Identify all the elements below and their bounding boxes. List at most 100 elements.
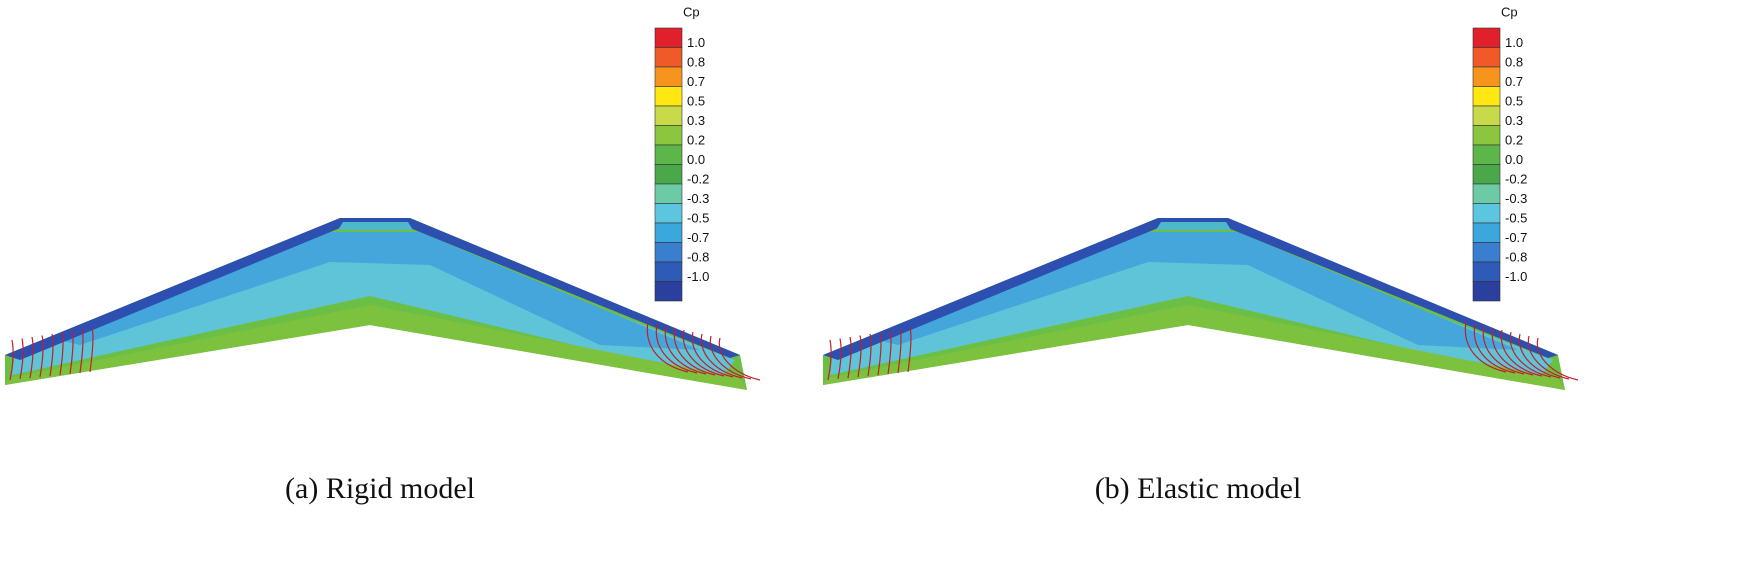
streamline xyxy=(49,333,54,377)
streamline xyxy=(897,329,902,374)
colorbar-title: Cp xyxy=(1501,4,1518,19)
streamline xyxy=(709,335,752,380)
colorbar-label: 0.5 xyxy=(1505,93,1523,108)
streamlines xyxy=(827,321,1579,381)
colorbar-band xyxy=(1472,281,1501,302)
colorbar-label: 0.8 xyxy=(687,54,705,69)
colorbar-label: 1.0 xyxy=(687,35,705,50)
colorbar-label: -1.0 xyxy=(687,269,709,284)
colorbar-band xyxy=(1472,144,1501,165)
streamline xyxy=(1473,323,1516,374)
streamline xyxy=(9,339,14,381)
streamline xyxy=(39,335,44,378)
streamline xyxy=(691,331,734,378)
colorbar-band xyxy=(1472,27,1501,48)
colorbar-label: 0.2 xyxy=(687,132,705,147)
colorbar-band xyxy=(654,125,683,146)
streamline xyxy=(646,321,689,373)
colorbar-label: -0.3 xyxy=(1505,191,1527,206)
streamline xyxy=(857,335,862,378)
streamlines xyxy=(9,321,761,381)
wing-innerband xyxy=(878,232,1518,350)
colorbar-band xyxy=(654,47,683,68)
colorbar-label: 0.0 xyxy=(1505,152,1523,167)
colorbar-label: -0.5 xyxy=(1505,210,1527,225)
streamline xyxy=(877,332,882,376)
colorbar-band xyxy=(1472,203,1501,224)
streamline xyxy=(907,327,912,373)
wing-trailing xyxy=(823,305,1565,390)
colorbar-label: -0.5 xyxy=(687,210,709,225)
streamline xyxy=(655,323,698,374)
colorbar-label: -0.8 xyxy=(1505,249,1527,264)
wing-innerband xyxy=(60,232,700,350)
colorbar-label: 0.5 xyxy=(687,93,705,108)
streamline xyxy=(1509,331,1552,378)
panel: Cp 1.0 0.8 0.7 0.5 0.3 0.2 0.0 -0.2 -0.3 -0.5 -0.7 -… xyxy=(823,4,1579,505)
streamline xyxy=(1518,333,1561,379)
streamline xyxy=(1527,335,1570,380)
colorbar-band xyxy=(1472,242,1501,263)
streamline xyxy=(664,325,707,375)
streamline xyxy=(1491,327,1534,376)
colorbar-band xyxy=(654,203,683,224)
streamline xyxy=(887,330,892,375)
streamline xyxy=(79,329,84,374)
streamline xyxy=(1482,325,1525,375)
streamline xyxy=(59,332,64,376)
streamline xyxy=(867,333,872,377)
colorbar-band xyxy=(1472,222,1501,243)
colorbar-band xyxy=(654,222,683,243)
colorbar-band xyxy=(1472,105,1501,126)
streamline xyxy=(847,336,852,379)
colorbar-label: -0.7 xyxy=(687,230,709,245)
colorbar-band xyxy=(654,261,683,282)
wing-root xyxy=(338,222,413,230)
wing-root xyxy=(1156,222,1231,230)
colorbar-band xyxy=(654,144,683,165)
streamline xyxy=(1464,321,1507,373)
colorbar-band xyxy=(1472,261,1501,282)
colorbar-label: -0.3 xyxy=(687,191,709,206)
streamline xyxy=(1500,329,1543,377)
colorbar-band xyxy=(1472,86,1501,107)
colorbar-title: Cp xyxy=(683,4,700,19)
colorbar-label: -1.0 xyxy=(1505,269,1527,284)
streamline xyxy=(837,338,842,380)
colorbar-label: -0.2 xyxy=(1505,171,1527,186)
colorbar-band xyxy=(654,242,683,263)
streamline xyxy=(69,330,74,375)
streamline xyxy=(29,336,34,379)
colorbar-band xyxy=(1472,66,1501,87)
colorbar: Cp 1.0 0.8 0.7 0.5 0.3 0.2 0.0 -0.2 -0.3 -0.5 -0.7 -… xyxy=(654,4,709,302)
colorbar-band xyxy=(654,27,683,48)
streamline xyxy=(19,338,24,380)
streamline xyxy=(89,327,94,373)
colorbar-label: 1.0 xyxy=(1505,35,1523,50)
colorbar-label: 0.0 xyxy=(687,152,705,167)
caption: (b) Elastic model xyxy=(1095,472,1302,505)
streamline xyxy=(718,337,761,381)
wing xyxy=(823,218,1565,390)
streamline xyxy=(827,339,832,381)
colorbar-band xyxy=(654,86,683,107)
colorbar-label: 0.8 xyxy=(1505,54,1523,69)
colorbar-label: 0.3 xyxy=(1505,113,1523,128)
colorbar-band xyxy=(1472,183,1501,204)
colorbar-band xyxy=(654,66,683,87)
colorbar-band xyxy=(654,183,683,204)
colorbar-band xyxy=(654,105,683,126)
streamline xyxy=(682,329,725,377)
wing-trailing xyxy=(5,305,747,390)
colorbar-label: 0.7 xyxy=(687,74,705,89)
streamline xyxy=(1536,337,1579,381)
colorbar-band xyxy=(654,164,683,185)
panel: Cp 1.0 0.8 0.7 0.5 0.3 0.2 0.0 -0.2 -0.3 -0.5 -0.7 -… xyxy=(5,4,761,505)
colorbar-band xyxy=(1472,47,1501,68)
streamline xyxy=(673,327,716,376)
colorbar-label: -0.7 xyxy=(1505,230,1527,245)
colorbar-band xyxy=(1472,164,1501,185)
streamline xyxy=(700,333,743,379)
colorbar-band xyxy=(654,281,683,302)
